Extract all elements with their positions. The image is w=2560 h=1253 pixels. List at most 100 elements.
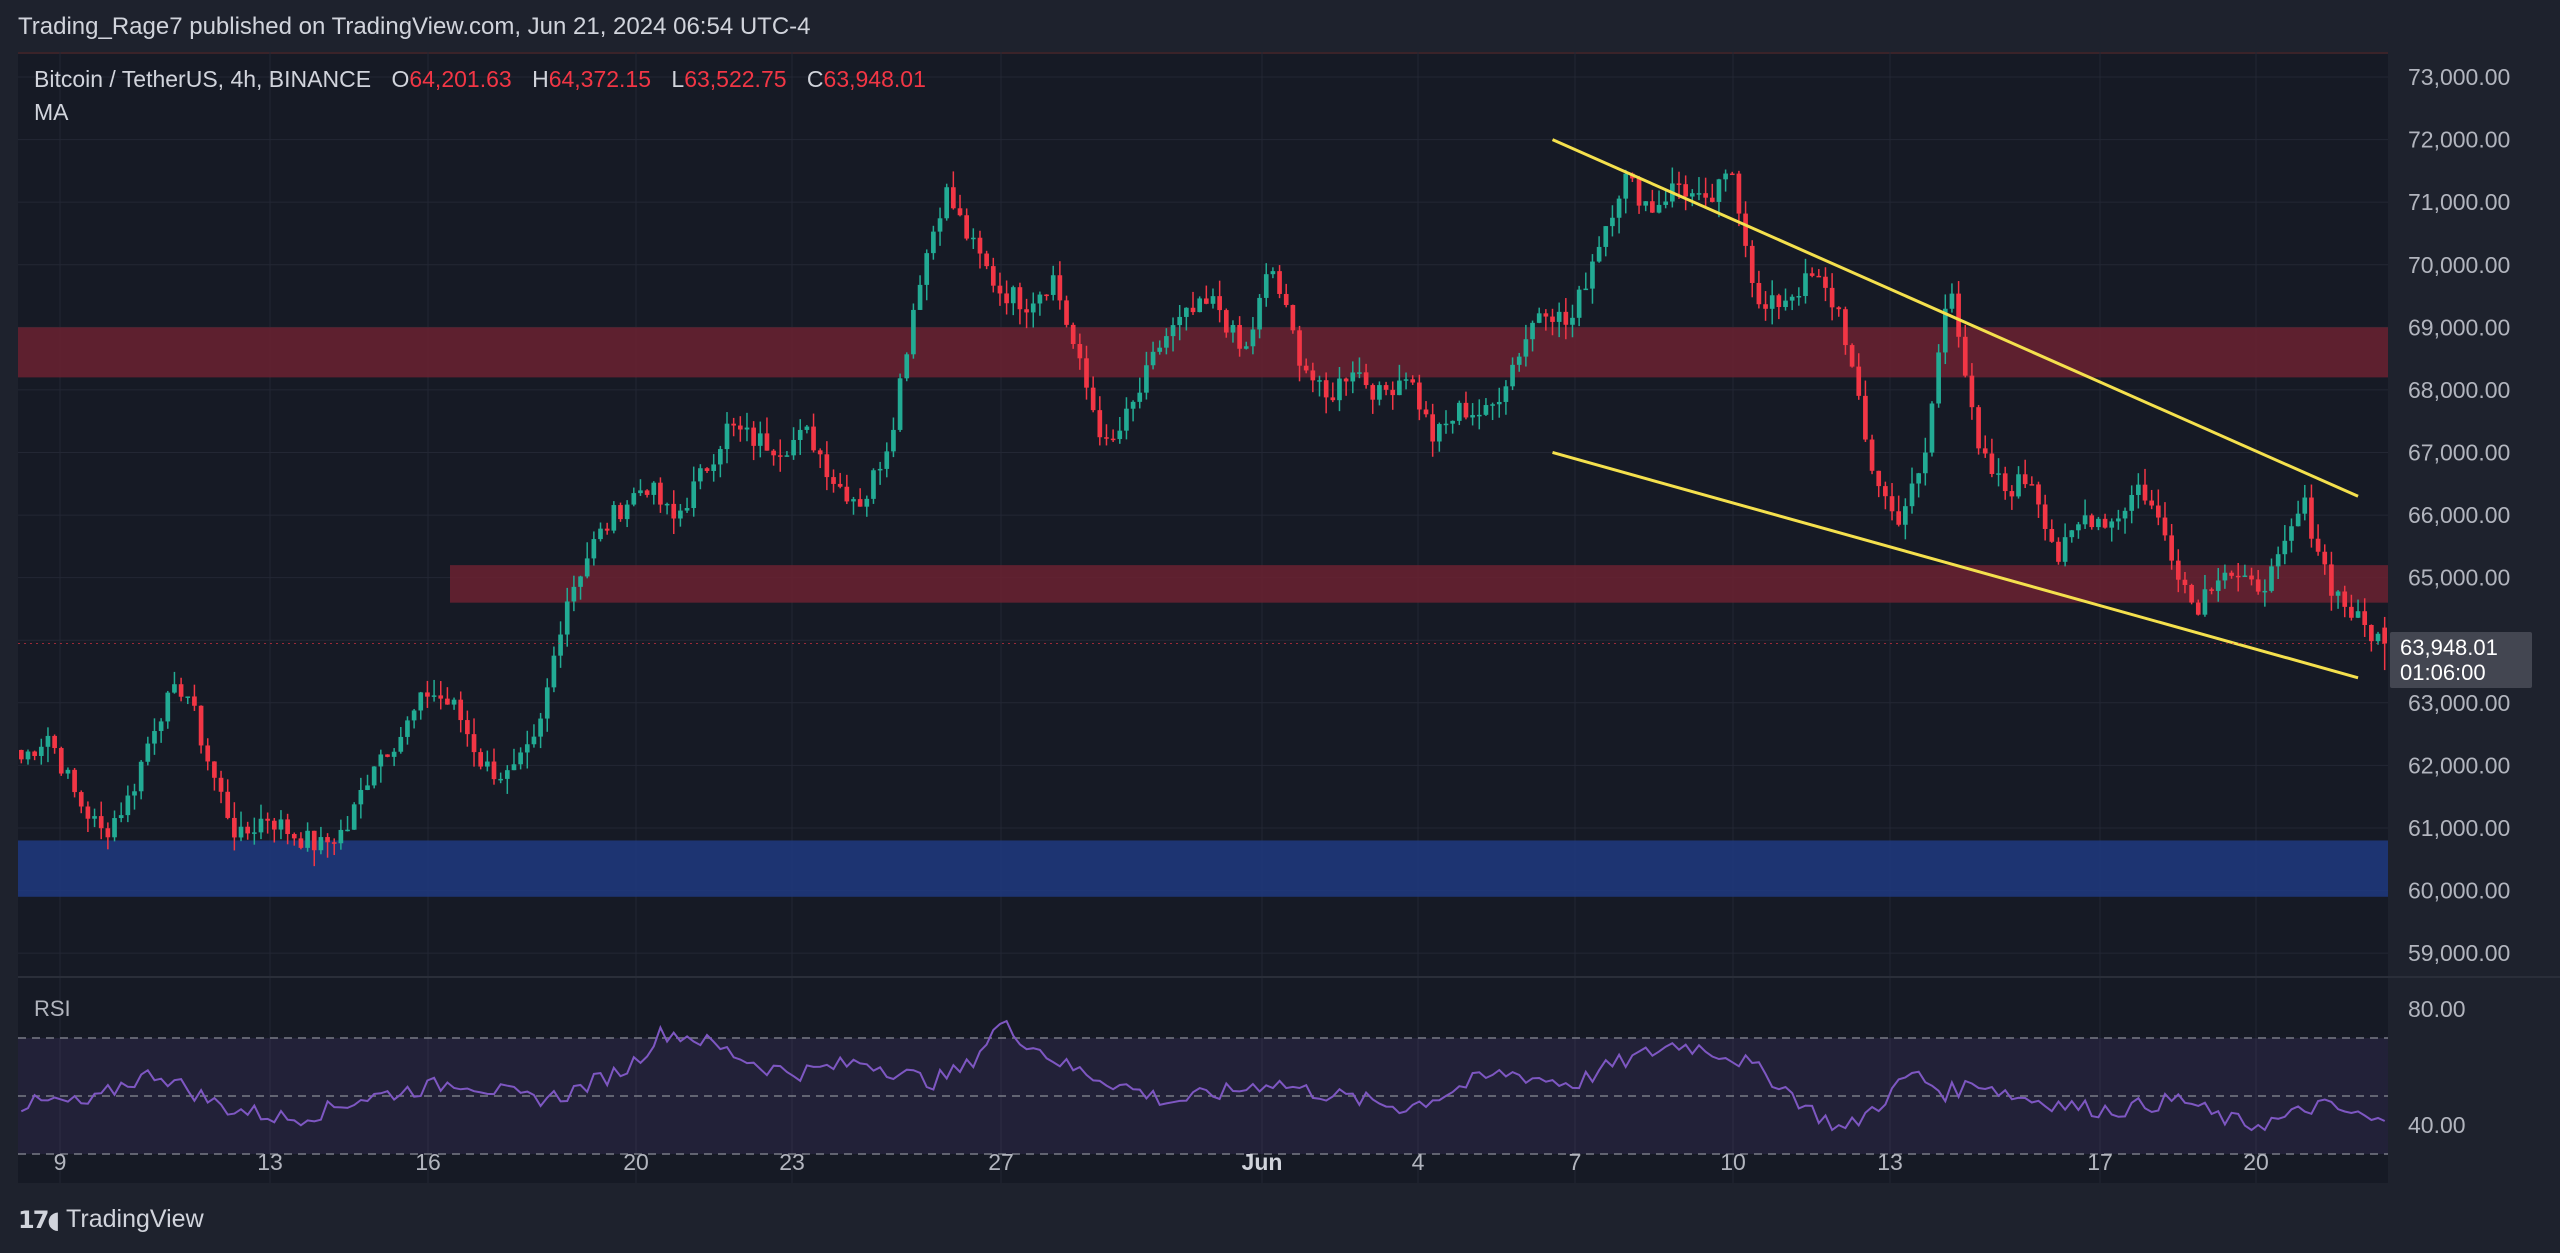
candle-body xyxy=(831,477,836,484)
candle-body xyxy=(1250,329,1256,347)
candle-body xyxy=(1004,293,1009,304)
candle-body xyxy=(811,426,816,451)
price-tick-label: 73,000.00 xyxy=(2408,64,2510,90)
candle-body xyxy=(1037,294,1043,304)
low-value: 63,522.75 xyxy=(684,66,787,92)
candle-body xyxy=(1223,310,1229,333)
candle-body xyxy=(1117,430,1123,440)
candle-body xyxy=(951,187,956,209)
candle-body xyxy=(864,498,870,507)
candle-body xyxy=(1130,401,1136,409)
rsi-indicator-label[interactable]: RSI xyxy=(34,996,71,1021)
candle-body xyxy=(871,470,876,499)
candle-body xyxy=(1383,385,1389,390)
candle-body xyxy=(1809,273,1815,276)
candle-body xyxy=(2076,524,2081,531)
candle-body xyxy=(1929,403,1935,453)
candle-body xyxy=(1823,276,1828,288)
candle-body xyxy=(2255,579,2261,592)
candle-body xyxy=(1283,293,1289,306)
candle-body xyxy=(2049,528,2055,542)
candle-body xyxy=(1896,511,1902,525)
candle-body xyxy=(2162,517,2168,536)
candle-body xyxy=(2149,500,2154,506)
time-tick-label: 4 xyxy=(1412,1149,1425,1175)
candle-body xyxy=(138,761,144,792)
candle-body xyxy=(1942,308,1948,353)
candle-body xyxy=(445,698,450,705)
candle-body xyxy=(544,687,550,719)
chart-pane[interactable] xyxy=(18,52,2388,1185)
candle-body xyxy=(731,423,736,426)
candle-body xyxy=(1443,423,1449,426)
candle-body xyxy=(2222,572,2228,581)
symbol-title[interactable]: Bitcoin / TetherUS, 4h, BINANCE xyxy=(34,66,372,92)
candle-body xyxy=(1849,345,1855,367)
price-tick-label: 62,000.00 xyxy=(2408,752,2510,778)
candle-body xyxy=(1050,275,1056,295)
candle-body xyxy=(751,427,756,446)
rsi-line xyxy=(20,1019,2386,1132)
candle-body xyxy=(1044,294,1049,297)
tradingview-logo[interactable]: 17◖ TradingView xyxy=(18,1205,204,1234)
header-bar: Trading_Rage7 published on TradingView.c… xyxy=(0,0,2560,56)
candle-body xyxy=(1270,271,1276,275)
candle-body xyxy=(837,483,843,487)
candle-body xyxy=(2375,633,2381,642)
candle-body xyxy=(1370,385,1376,400)
candle-body xyxy=(2142,484,2148,501)
candle-body xyxy=(178,684,184,697)
candle-body xyxy=(2069,530,2075,538)
candle-body xyxy=(1476,414,1482,417)
candle-body xyxy=(172,684,177,693)
candle-body xyxy=(957,208,963,216)
candle-body xyxy=(2116,518,2121,522)
price-tick-label: 67,000.00 xyxy=(2408,439,2510,465)
time-tick-label: 23 xyxy=(779,1149,805,1175)
candle-body xyxy=(2249,575,2254,580)
candle-body xyxy=(1636,178,1642,206)
candle-body xyxy=(678,510,683,519)
ma-indicator-label[interactable]: MA xyxy=(34,99,69,125)
candle-body xyxy=(757,433,763,446)
price-axis[interactable] xyxy=(2390,52,2560,1185)
candle-body xyxy=(2022,474,2028,485)
candle-body xyxy=(1676,183,1682,185)
price-tick-label: 72,000.00 xyxy=(2408,127,2510,153)
candle-body xyxy=(1397,380,1402,396)
rsi-tick-label: 40.00 xyxy=(2408,1112,2466,1138)
candle-body xyxy=(851,499,856,502)
candle-body xyxy=(2109,521,2115,528)
candle-body xyxy=(1756,282,1762,305)
candle-body xyxy=(125,795,131,816)
candle-body xyxy=(405,720,410,737)
candle-body xyxy=(1576,289,1582,318)
candle-body xyxy=(1470,415,1475,418)
candle-body xyxy=(624,504,630,520)
candle-body xyxy=(1743,213,1748,246)
candle-body xyxy=(564,601,570,635)
time-axis[interactable] xyxy=(0,1183,2560,1253)
candle-body xyxy=(431,695,437,697)
candle-body xyxy=(2096,518,2101,528)
candle-body xyxy=(1663,201,1669,205)
candle-body xyxy=(1363,372,1369,386)
time-tick-label: 9 xyxy=(54,1149,67,1175)
candle-body xyxy=(1563,311,1569,325)
candle-body xyxy=(1510,364,1515,387)
candle-body xyxy=(1057,275,1063,301)
last-price-tag: 63,948.01 01:06:00 xyxy=(2390,632,2532,688)
candle-body xyxy=(2042,504,2048,529)
candle-body xyxy=(777,455,783,457)
candle-body xyxy=(198,705,204,746)
candle-body xyxy=(877,468,883,471)
candle-body xyxy=(1909,483,1915,507)
candle-body xyxy=(704,468,710,471)
candle-body xyxy=(591,539,597,559)
candle-body xyxy=(2175,560,2181,580)
candle-body xyxy=(438,695,444,699)
price-tick-label: 61,000.00 xyxy=(2408,815,2510,841)
candle-body xyxy=(1803,273,1808,297)
candle-body xyxy=(824,454,830,478)
